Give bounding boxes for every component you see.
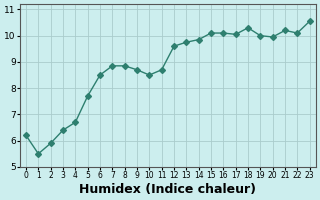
X-axis label: Humidex (Indice chaleur): Humidex (Indice chaleur) xyxy=(79,183,256,196)
